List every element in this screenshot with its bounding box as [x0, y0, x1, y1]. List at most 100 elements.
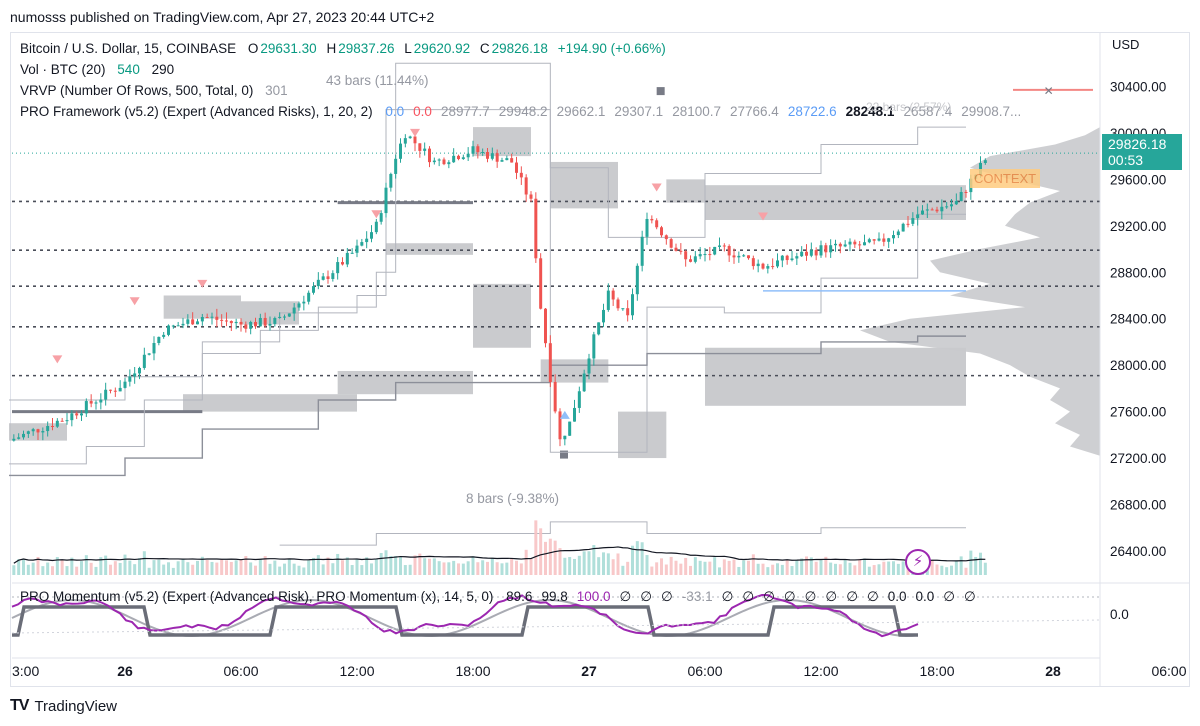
volume-bar: [360, 565, 364, 575]
volume-bar: [350, 565, 354, 575]
candle-body: [442, 159, 446, 165]
volume-bar: [945, 567, 949, 575]
bars-down-annotation: 8 bars (-9.38%): [466, 491, 560, 506]
volume-bar: [882, 561, 886, 575]
candle-body: [171, 325, 175, 327]
momentum-legend[interactable]: PRO Momentum (v5.2) (Expert (Advanced Ri…: [20, 589, 980, 605]
volume-bar: [17, 559, 21, 575]
pro-framework-value: 28100.7: [672, 104, 721, 119]
candle-body: [611, 290, 615, 300]
volume-bar: [940, 565, 944, 575]
candle-body: [341, 262, 344, 265]
sell-triangle-icon: [758, 212, 768, 221]
volume-bar: [22, 558, 25, 575]
candle-body: [519, 172, 523, 178]
context-badge[interactable]: CONTEXT: [970, 169, 1041, 188]
volume-bar: [379, 553, 383, 575]
volume-bar: [84, 555, 88, 575]
publish-header: numosss published on TradingView.com, Ap…: [10, 9, 435, 25]
volume-bar: [766, 567, 770, 575]
volume-bar: [887, 561, 891, 575]
volume-bar: [109, 564, 112, 575]
volume-bar: [950, 565, 953, 575]
volume-bar: [326, 557, 330, 575]
volume-bar: [249, 562, 253, 575]
volume-bar: [263, 556, 267, 575]
price-tick-label: 30400.00: [1110, 79, 1166, 94]
candle-body: [350, 252, 354, 254]
volume-bar: [674, 560, 678, 575]
candle-body: [273, 318, 277, 324]
candle-body: [147, 353, 151, 355]
currency-label[interactable]: USD: [1112, 37, 1140, 52]
volume-bar: [312, 557, 315, 575]
volume-bar: [974, 556, 978, 575]
momentum-value: ∅: [619, 589, 632, 604]
volume-bar: [331, 563, 335, 575]
volume-bar: [964, 567, 968, 575]
pro-framework-value: 29307.1: [614, 104, 664, 119]
candle-body: [75, 413, 79, 416]
volume-bar: [664, 564, 668, 575]
volume-bar: [722, 559, 726, 575]
candle-body: [432, 160, 436, 163]
volume-bar: [89, 562, 93, 575]
volume-bar: [877, 564, 881, 575]
candle-body: [722, 245, 726, 247]
volume-bar: [708, 561, 712, 575]
volume-bar: [99, 557, 103, 575]
pro-framework-value: 28977.7: [440, 104, 490, 119]
momentum-value: ∅: [763, 589, 775, 604]
framework-zone: [550, 161, 618, 209]
pro-framework-legend[interactable]: PRO Framework (v5.2) (Expert (Advanced R…: [20, 104, 1025, 119]
vrvp-legend[interactable]: VRVP (Number Of Rows, 500, Total, 0) 301: [20, 83, 290, 98]
volume-bar: [544, 541, 547, 575]
symbol-legend[interactable]: Bitcoin / U.S. Dollar, 15, COINBASE O 296…: [20, 41, 668, 56]
volume-bar: [563, 557, 567, 575]
momentum-step-line: [12, 605, 918, 637]
volume-bar: [118, 562, 122, 575]
lightning-icon[interactable]: ⚡: [905, 549, 931, 575]
current-price: 29826.18: [1108, 136, 1167, 152]
volume-bar: [616, 553, 620, 575]
volume-bar: [60, 559, 64, 575]
target-marker-icon: ✕: [1044, 84, 1054, 98]
volume-bar: [316, 555, 320, 575]
candle-body: [215, 316, 219, 320]
volume-bar: [176, 561, 180, 575]
candle-body: [244, 324, 248, 329]
volume-bar: [684, 557, 688, 575]
volume-bar: [142, 551, 146, 575]
candle-body: [650, 218, 654, 221]
candle-body: [631, 294, 634, 316]
candle-body: [737, 255, 741, 258]
volume-bar: [689, 565, 692, 575]
volume-legend[interactable]: Vol · BTC (20) 540 290: [20, 62, 176, 77]
volume-bar: [892, 561, 895, 575]
volume-bar: [626, 561, 630, 575]
candle-body: [423, 148, 427, 151]
volume-bar: [848, 562, 852, 575]
volume-bar: [273, 560, 277, 575]
bar-countdown: 00:53: [1108, 152, 1144, 168]
candle-body: [834, 243, 837, 246]
candle-body: [403, 138, 407, 144]
volume-bar: [41, 566, 45, 575]
momentum-value: ∅: [964, 589, 976, 604]
volume-bar: [55, 557, 59, 575]
candle-body: [370, 232, 373, 239]
volume-bar: [46, 562, 50, 575]
brand-name: TradingView: [34, 697, 117, 715]
volume-bar: [587, 551, 591, 575]
momentum-value: 0.0: [887, 589, 907, 604]
candle-body: [911, 218, 915, 224]
candle-body: [297, 303, 301, 308]
volume-bar: [761, 563, 765, 575]
volume-bar: [747, 560, 750, 575]
candle-body: [138, 367, 141, 374]
high-value: 29837.26: [338, 41, 395, 56]
candle-body: [109, 389, 112, 391]
candle-body: [645, 218, 649, 237]
candle-body: [80, 413, 83, 416]
